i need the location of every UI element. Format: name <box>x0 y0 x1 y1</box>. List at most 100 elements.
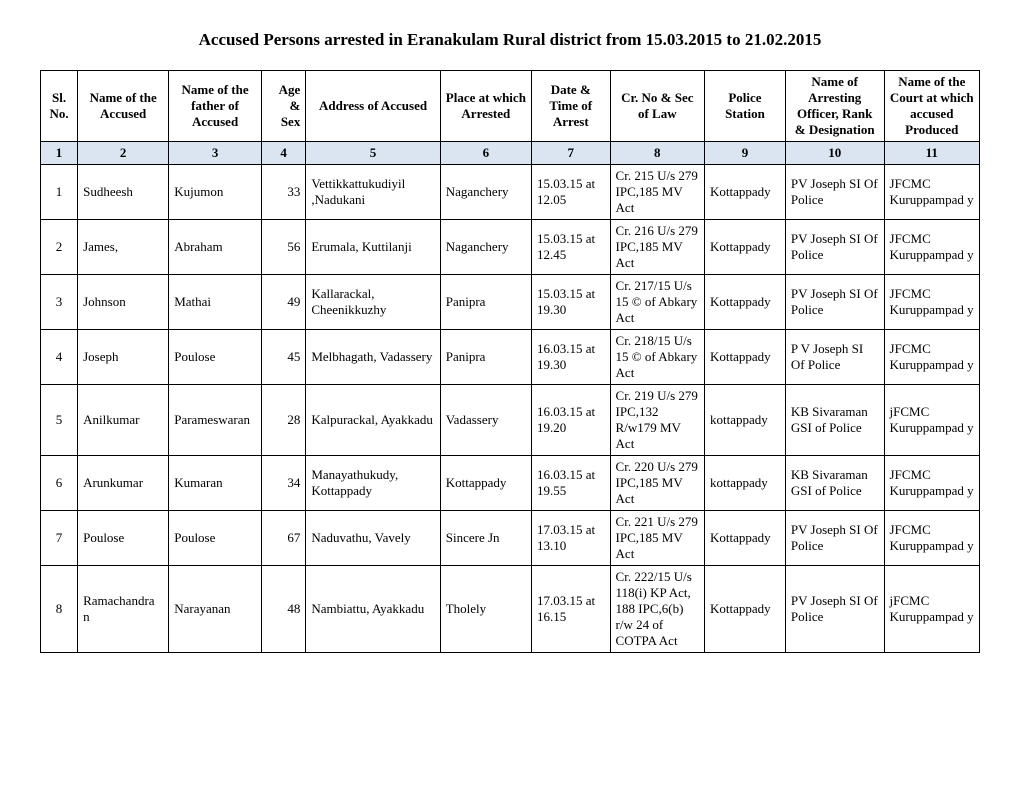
cell-age: 48 <box>261 566 305 653</box>
cell-officer: PV Joseph SI Of Police <box>785 220 884 275</box>
cell-law: Cr. 217/15 U/s 15 © of Abkary Act <box>610 275 704 330</box>
cell-name: Sudheesh <box>78 165 169 220</box>
colnum: 3 <box>169 142 262 165</box>
cell-sl: 5 <box>41 385 78 456</box>
cell-court: JFCMC Kuruppampad y <box>884 220 979 275</box>
header-court: Name of the Court at which accused Produ… <box>884 71 979 142</box>
cell-date: 16.03.15 at 19.20 <box>531 385 610 456</box>
cell-father: Narayanan <box>169 566 262 653</box>
cell-law: Cr. 220 U/s 279 IPC,185 MV Act <box>610 456 704 511</box>
colnum: 11 <box>884 142 979 165</box>
cell-station: kottappady <box>705 385 786 456</box>
cell-officer: PV Joseph SI Of Police <box>785 511 884 566</box>
cell-name: Anilkumar <box>78 385 169 456</box>
header-place: Place at which Arrested <box>440 71 531 142</box>
cell-law: Cr. 218/15 U/s 15 © of Abkary Act <box>610 330 704 385</box>
cell-addr: Kallarackal, Cheenikkuzhy <box>306 275 440 330</box>
table-body: 1SudheeshKujumon33Vettikkattukudiyil ,Na… <box>41 165 980 653</box>
cell-sl: 8 <box>41 566 78 653</box>
cell-date: 15.03.15 at 12.45 <box>531 220 610 275</box>
cell-station: Kottappady <box>705 511 786 566</box>
colnum: 1 <box>41 142 78 165</box>
cell-sl: 1 <box>41 165 78 220</box>
cell-name: Joseph <box>78 330 169 385</box>
header-name: Name of the Accused <box>78 71 169 142</box>
cell-addr: Manayathukudy, Kottappady <box>306 456 440 511</box>
cell-place: Panipra <box>440 275 531 330</box>
cell-officer: PV Joseph SI Of Police <box>785 566 884 653</box>
table-row: 5AnilkumarParameswaran28Kalpurackal, Aya… <box>41 385 980 456</box>
cell-law: Cr. 221 U/s 279 IPC,185 MV Act <box>610 511 704 566</box>
cell-name: Poulose <box>78 511 169 566</box>
colnum: 4 <box>261 142 305 165</box>
table-row: 3JohnsonMathai49Kallarackal, Cheenikkuzh… <box>41 275 980 330</box>
cell-sl: 7 <box>41 511 78 566</box>
header-officer: Name of Arresting Officer, Rank & Design… <box>785 71 884 142</box>
table-row: 1SudheeshKujumon33Vettikkattukudiyil ,Na… <box>41 165 980 220</box>
cell-addr: Nambiattu, Ayakkadu <box>306 566 440 653</box>
cell-law: Cr. 222/15 U/s 118(i) KP Act, 188 IPC,6(… <box>610 566 704 653</box>
cell-court: JFCMC Kuruppampad y <box>884 275 979 330</box>
cell-father: Abraham <box>169 220 262 275</box>
cell-addr: Melbhagath, Vadassery <box>306 330 440 385</box>
cell-officer: PV Joseph SI Of Police <box>785 165 884 220</box>
header-row: Sl. No. Name of the Accused Name of the … <box>41 71 980 142</box>
cell-name: Johnson <box>78 275 169 330</box>
colnum: 8 <box>610 142 704 165</box>
cell-officer: KB Sivaraman GSI of Police <box>785 456 884 511</box>
cell-date: 15.03.15 at 12.05 <box>531 165 610 220</box>
table-row: 2James,Abraham56Erumala, KuttilanjiNagan… <box>41 220 980 275</box>
header-age: Age & Sex <box>261 71 305 142</box>
cell-date: 17.03.15 at 13.10 <box>531 511 610 566</box>
header-station: Police Station <box>705 71 786 142</box>
colnum: 10 <box>785 142 884 165</box>
cell-age: 34 <box>261 456 305 511</box>
cell-age: 45 <box>261 330 305 385</box>
header-law: Cr. No & Sec of Law <box>610 71 704 142</box>
header-father: Name of the father of Accused <box>169 71 262 142</box>
cell-court: JFCMC Kuruppampad y <box>884 330 979 385</box>
cell-age: 28 <box>261 385 305 456</box>
cell-date: 16.03.15 at 19.30 <box>531 330 610 385</box>
colnum: 6 <box>440 142 531 165</box>
cell-father: Kujumon <box>169 165 262 220</box>
table-row: 6ArunkumarKumaran34Manayathukudy, Kottap… <box>41 456 980 511</box>
cell-age: 67 <box>261 511 305 566</box>
cell-station: kottappady <box>705 456 786 511</box>
cell-place: Naganchery <box>440 220 531 275</box>
cell-place: Tholely <box>440 566 531 653</box>
cell-law: Cr. 216 U/s 279 IPC,185 MV Act <box>610 220 704 275</box>
cell-station: Kottappady <box>705 566 786 653</box>
cell-court: jFCMC Kuruppampad y <box>884 566 979 653</box>
header-sl: Sl. No. <box>41 71 78 142</box>
arrest-table: Sl. No. Name of the Accused Name of the … <box>40 70 980 653</box>
cell-addr: Kalpurackal, Ayakkadu <box>306 385 440 456</box>
cell-place: Kottappady <box>440 456 531 511</box>
cell-sl: 2 <box>41 220 78 275</box>
cell-name: James, <box>78 220 169 275</box>
cell-age: 33 <box>261 165 305 220</box>
cell-officer: P V Joseph SI Of Police <box>785 330 884 385</box>
colnum: 2 <box>78 142 169 165</box>
header-addr: Address of Accused <box>306 71 440 142</box>
cell-name: Ramachandra n <box>78 566 169 653</box>
cell-sl: 6 <box>41 456 78 511</box>
table-row: 4JosephPoulose45Melbhagath, VadasseryPan… <box>41 330 980 385</box>
cell-sl: 3 <box>41 275 78 330</box>
cell-place: Sincere Jn <box>440 511 531 566</box>
cell-father: Kumaran <box>169 456 262 511</box>
cell-court: JFCMC Kuruppampad y <box>884 165 979 220</box>
cell-age: 49 <box>261 275 305 330</box>
cell-addr: Vettikkattukudiyil ,Nadukani <box>306 165 440 220</box>
cell-date: 16.03.15 at 19.55 <box>531 456 610 511</box>
header-date: Date & Time of Arrest <box>531 71 610 142</box>
colnum: 7 <box>531 142 610 165</box>
cell-date: 15.03.15 at 19.30 <box>531 275 610 330</box>
cell-addr: Naduvathu, Vavely <box>306 511 440 566</box>
cell-addr: Erumala, Kuttilanji <box>306 220 440 275</box>
column-number-row: 1 2 3 4 5 6 7 8 9 10 11 <box>41 142 980 165</box>
cell-place: Naganchery <box>440 165 531 220</box>
table-row: 7PoulosePoulose67Naduvathu, VavelySincer… <box>41 511 980 566</box>
cell-court: JFCMC Kuruppampad y <box>884 456 979 511</box>
cell-father: Mathai <box>169 275 262 330</box>
